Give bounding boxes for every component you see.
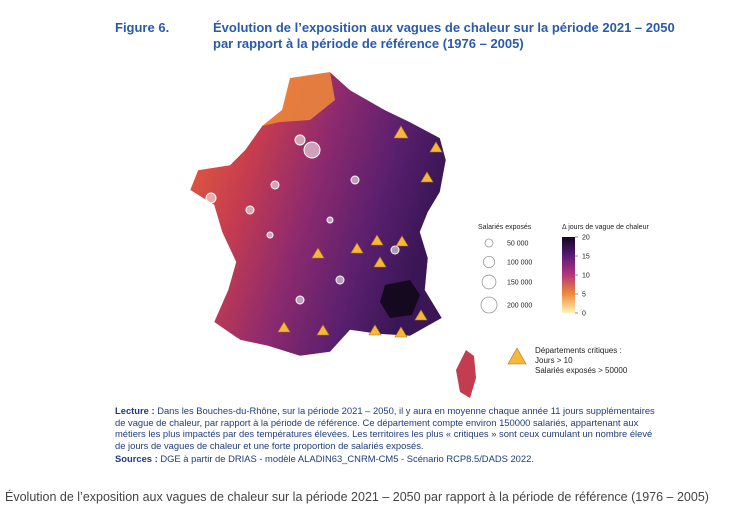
warning-icon [368,324,382,336]
warning-icon [370,234,384,246]
title-line: Évolution de l’exposition aux vagues de … [213,20,675,35]
figure-label: Figure 6. [115,20,170,35]
dark-se [380,280,420,318]
orange-nw [262,72,335,126]
size-legend-circle [482,255,496,269]
size-legend-label: 200 000 [507,303,532,310]
warning-icon [311,247,325,259]
critical-line: Salariés exposés > 50000 [535,366,628,375]
bubble [294,134,306,146]
size-legend-title: Salariés exposés [478,224,532,231]
critical-markers [277,125,527,365]
lecture-label: Lecture : [115,405,155,416]
sources-text: DGE à partir de DRIAS - modèle ALADIN63_… [160,453,534,464]
critical-title: Départements critiques : [535,346,622,355]
bubble [295,295,305,305]
caption: Évolution de l’exposition aux vagues de … [5,490,709,504]
critical-line: Jours > 10 [535,356,573,365]
bubble [326,216,334,224]
size-legend-circle [480,296,498,314]
bubble [270,180,280,190]
lecture-text: Dans les Bouches-du-Rhône, sur la périod… [115,405,655,451]
bubble [335,275,345,285]
sources-label: Sources : [115,453,158,464]
sources: Sources : DGE à partir de DRIAS - modèle… [115,453,660,465]
warning-icon [420,171,434,183]
size-legend-label: 50 000 [507,241,529,248]
warning-icon [316,324,330,336]
warning-icon [394,326,408,338]
color-tick-label: 0 [582,311,586,318]
title-line: par rapport à la période de référence (1… [213,36,524,51]
size-legend-label: 100 000 [507,260,532,267]
size-legend-label: 150 000 [507,280,532,287]
bubble [390,245,400,255]
lecture: Lecture : Dans les Bouches-du-Rhône, sur… [115,405,660,451]
warning-icon [393,125,409,139]
warning-icon [395,235,409,247]
color-tick-label: 5 [582,292,586,299]
color-tick-label: 20 [582,235,590,242]
france-mainland [189,71,447,357]
bubbles [205,134,400,347]
corsica [456,350,476,398]
bubble [350,175,360,185]
size-legend-circle [481,274,497,290]
size-legend-circle [484,238,494,248]
figure-title: Évolution de l’exposition aux vagues de … [213,20,675,52]
color-tick-label: 15 [582,254,590,261]
legend-warning-icon [507,347,527,365]
bubble [245,205,255,215]
color-legend-title: Δ jours de vague de chaleur [562,224,649,231]
warning-icon [373,256,387,268]
bubble [303,141,321,159]
color-tick-label: 10 [582,273,590,280]
bubble [231,337,241,347]
bubble [266,231,274,239]
color-bar [562,237,575,313]
notes: Lecture : Dans les Bouches-du-Rhône, sur… [115,405,660,465]
warning-icon [277,321,291,333]
bubble [205,192,217,204]
warning-icon [350,242,364,254]
warning-icon [429,141,443,153]
warning-icon [414,309,428,321]
